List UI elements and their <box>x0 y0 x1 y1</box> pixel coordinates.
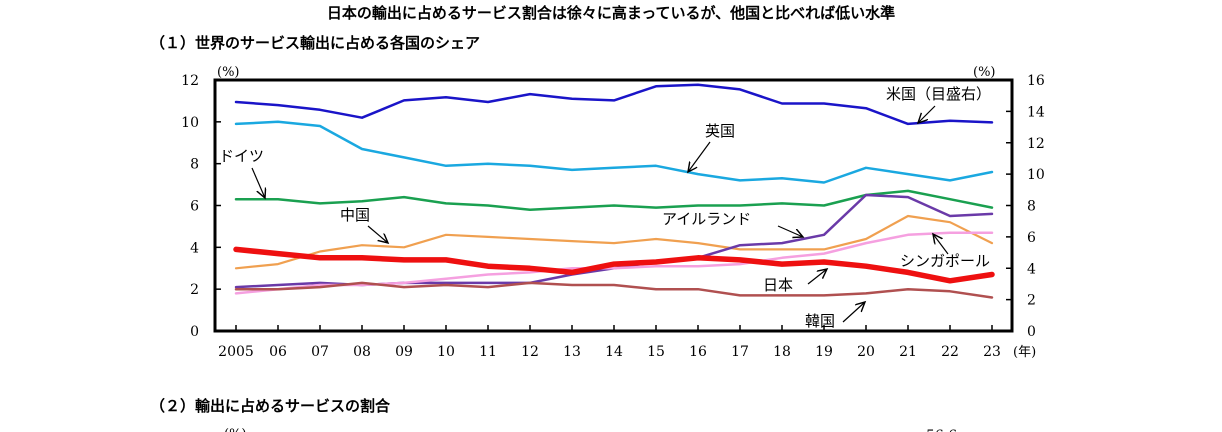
series-label-シンガポール: シンガポール <box>900 252 990 270</box>
x-tick-label: 09 <box>395 344 413 360</box>
main-title: 日本の輸出に占めるサービス割合は徐々に高まっているが、他国と比べれば低い水準 <box>326 4 896 22</box>
y-left-tick-label: 0 <box>190 324 199 340</box>
x-tick-label: 22 <box>941 344 959 360</box>
x-tick-label: 11 <box>479 344 497 360</box>
section-1-title: （１）世界のサービス輸出に占める各国のシェア <box>150 34 481 52</box>
x-tick-label: 13 <box>563 344 581 360</box>
y-right-tick-label: 6 <box>1027 230 1036 246</box>
series-label-arrow <box>777 225 803 237</box>
x-tick-label: 06 <box>269 344 287 360</box>
series-label-ドイツ: ドイツ <box>219 147 264 165</box>
y-right-tick-label: 14 <box>1027 104 1045 120</box>
x-tick-label: 14 <box>605 344 623 360</box>
y-left-tick-label: 10 <box>181 115 199 131</box>
y-left-tick-label: 2 <box>190 282 199 298</box>
y-left-tick-label: 6 <box>190 199 199 215</box>
y-right-tick-label: 4 <box>1027 261 1036 277</box>
section2-partial-chart: (%) 56.6 <box>224 427 957 432</box>
series-label-arrow <box>367 225 388 243</box>
x-tick-label: 21 <box>899 344 917 360</box>
y-right-unit: (%) <box>973 65 996 80</box>
x-tick-label: 07 <box>311 344 329 360</box>
series-line-シンガポール <box>234 231 994 295</box>
series-label-arrow <box>807 269 827 285</box>
series-label-アイルランド: アイルランド <box>662 210 751 228</box>
section2-value-label: 56.6 <box>926 428 957 432</box>
x-tick-label: 18 <box>773 344 791 360</box>
y-right-tick-label: 2 <box>1027 293 1036 309</box>
series-label-arrow <box>933 234 949 255</box>
series-label-韓国: 韓国 <box>805 312 835 330</box>
x-tick-label: 08 <box>353 344 371 360</box>
series-label-arrow <box>918 105 936 123</box>
x-tick-label: 2005 <box>218 344 254 360</box>
series-label-arrow <box>251 167 265 198</box>
x-tick-label: 16 <box>689 344 707 360</box>
section-2-title: （２）輸出に占めるサービスの割合 <box>150 397 391 415</box>
series-line-中国 <box>234 214 994 270</box>
x-tick-label: 10 <box>437 344 455 360</box>
x-tick-label: 19 <box>815 344 833 360</box>
x-tick-label: 23 <box>983 344 1001 360</box>
series-label-米国（目盛右）: 米国（目盛右） <box>886 85 991 103</box>
y-left-unit: (%) <box>217 65 240 80</box>
series-label-日本: 日本 <box>763 276 793 294</box>
x-unit: (年) <box>1013 345 1036 360</box>
axes-layer: 0 2 4 6 8 10 12 0 2 4 6 8 10 12 14 16 (%) (%) 2005 06 07 08 09… <box>181 65 1045 360</box>
series-label-英国: 英国 <box>705 122 735 140</box>
series-line-米国（目盛右） <box>234 83 994 126</box>
series-label-中国: 中国 <box>340 206 370 224</box>
section2-unit: (%) <box>224 427 247 432</box>
y-right-tick-label: 0 <box>1027 324 1036 340</box>
y-right-tick-label: 16 <box>1027 73 1045 89</box>
series-line-日本 <box>233 246 995 284</box>
y-right-tick-label: 8 <box>1027 199 1036 215</box>
series-line-韓国 <box>234 281 994 299</box>
y-left-tick-label: 4 <box>190 240 199 256</box>
x-tick-label: 12 <box>521 344 539 360</box>
series-label-arrow <box>842 302 865 323</box>
series-line-英国 <box>234 120 994 184</box>
y-right-tick-label: 10 <box>1027 167 1045 183</box>
x-tick-label: 15 <box>647 344 665 360</box>
series-label-arrow <box>688 141 711 172</box>
x-tick-label: 20 <box>857 344 875 360</box>
y-left-tick-label: 12 <box>181 73 199 89</box>
y-right-tick-label: 12 <box>1027 136 1045 152</box>
y-left-tick-label: 8 <box>190 157 199 173</box>
series-layer <box>233 83 995 299</box>
x-tick-label: 17 <box>731 344 749 360</box>
